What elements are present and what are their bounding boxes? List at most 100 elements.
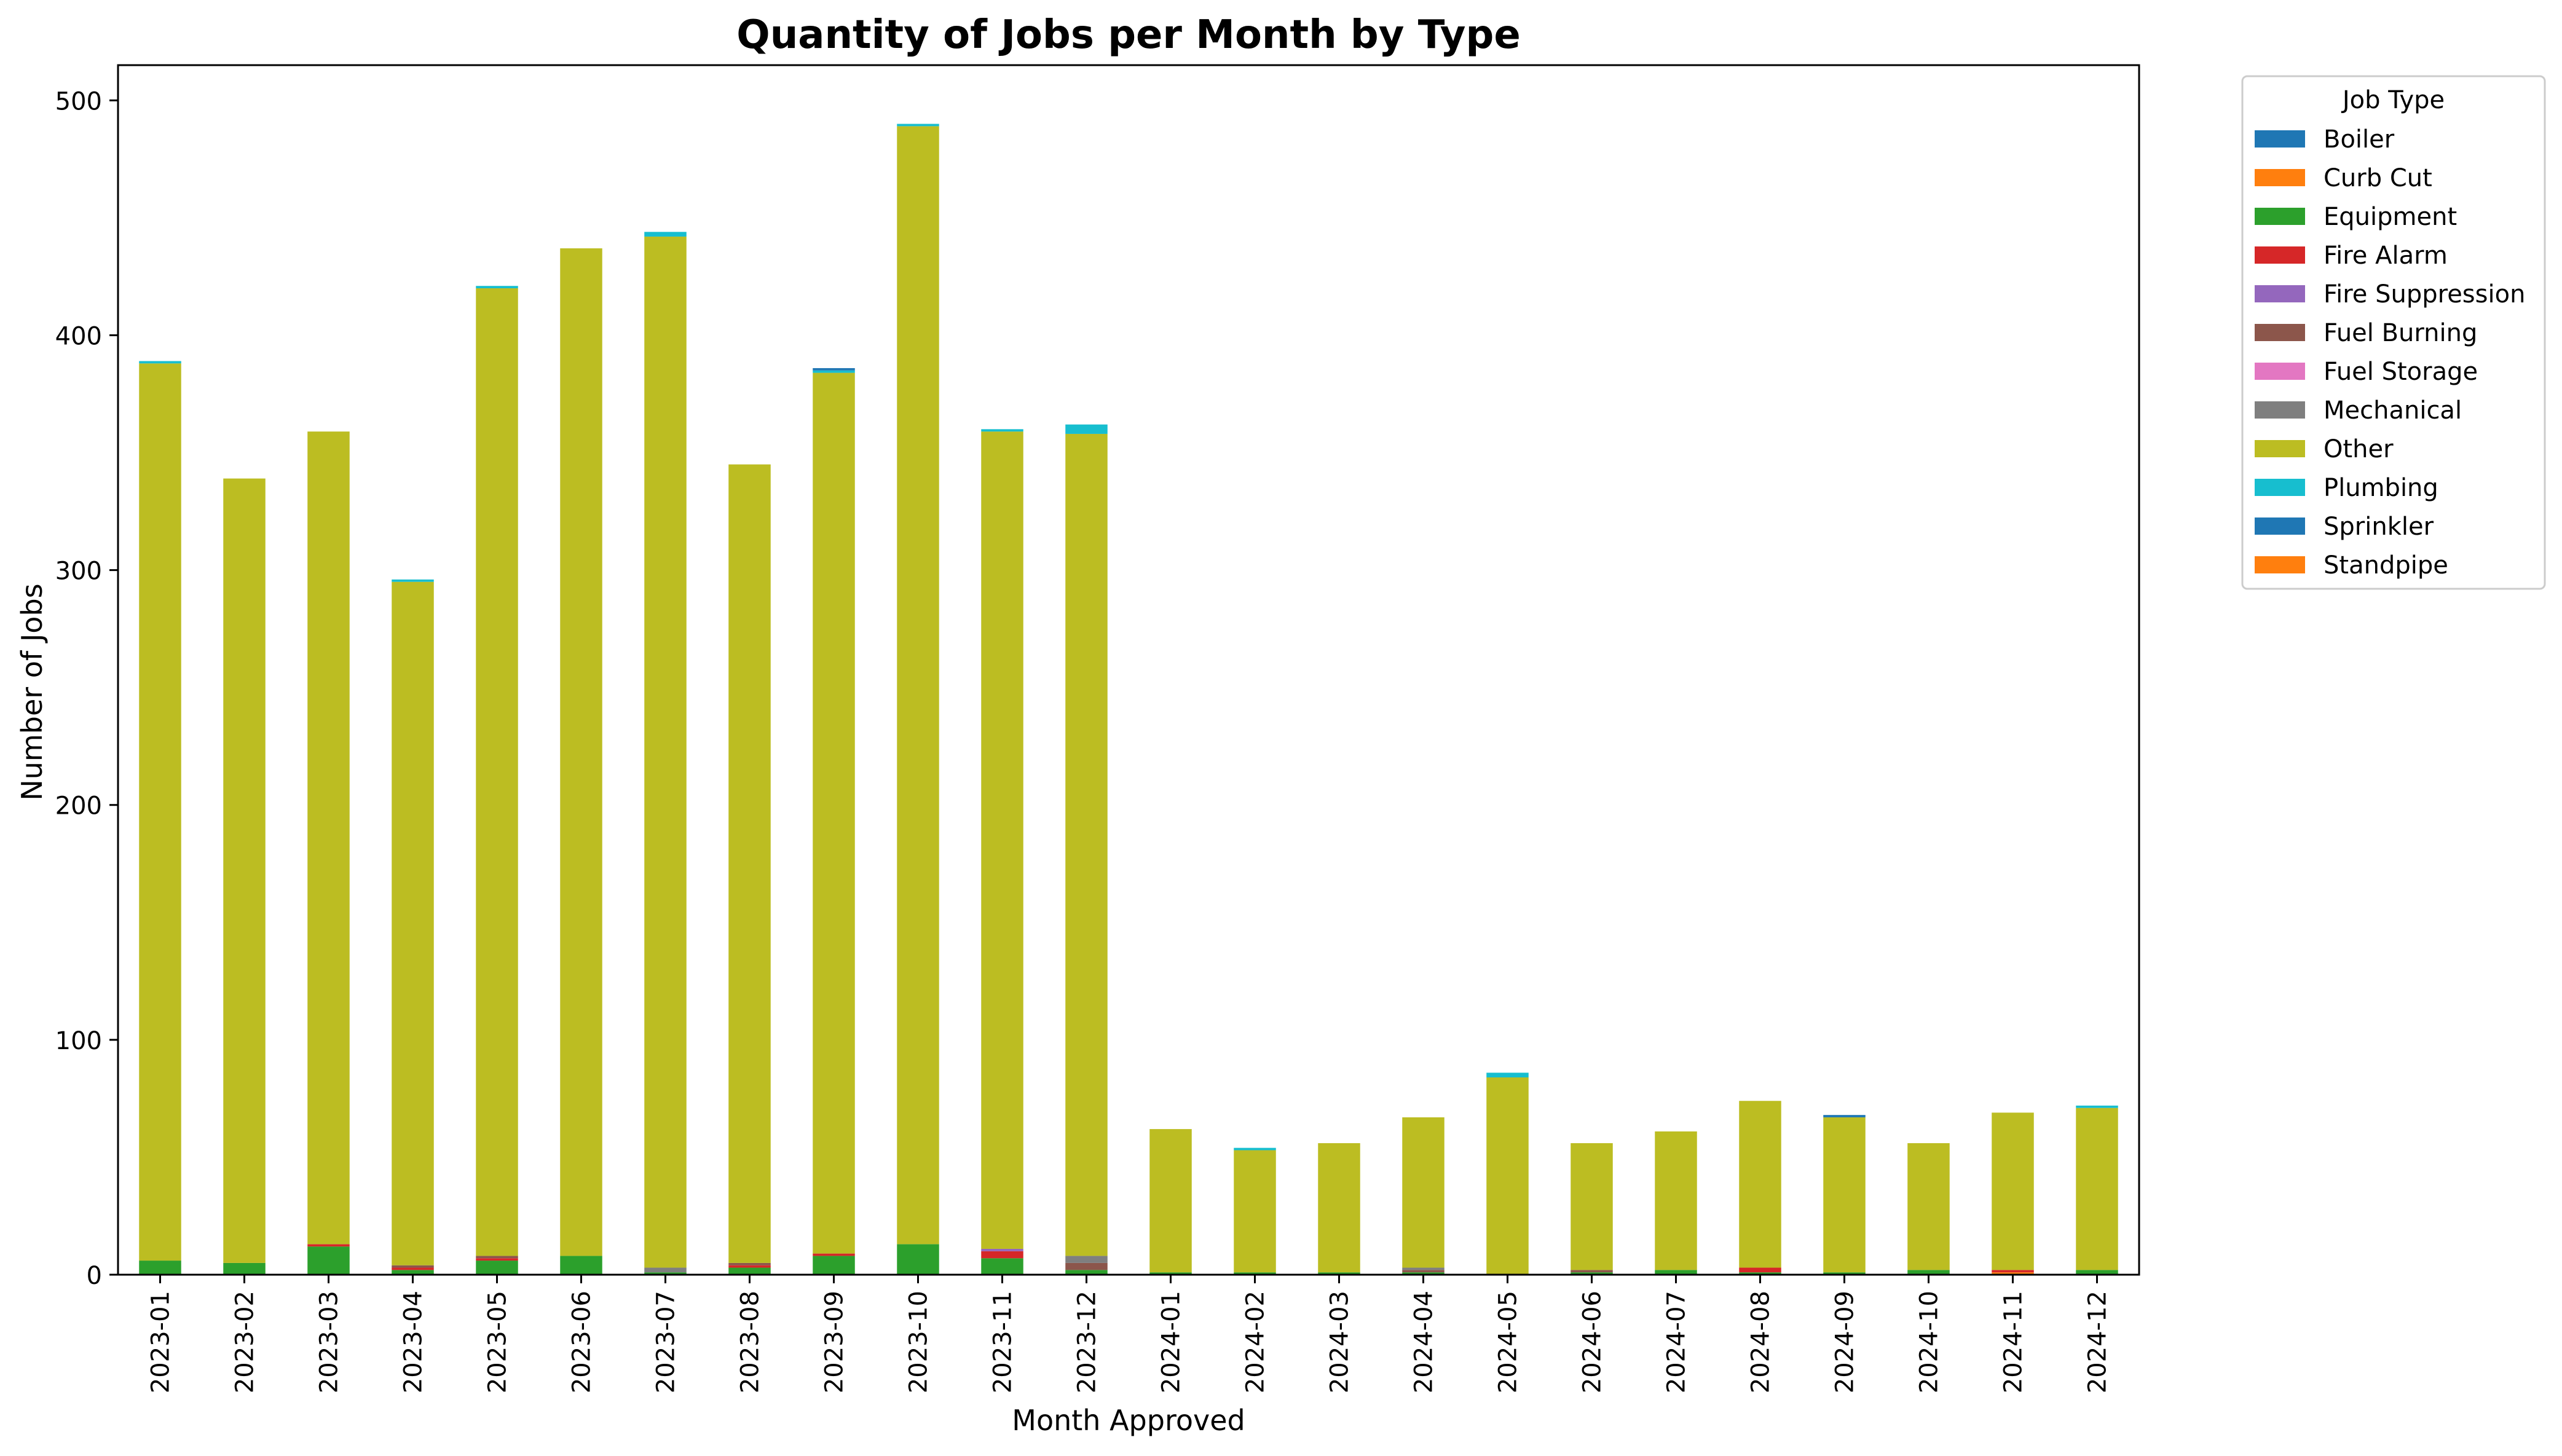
bar-segment-plumbing-2023-11 xyxy=(981,429,1023,432)
x-tick-label: 2024-02 xyxy=(1242,1291,1270,1393)
x-tick-label: 2024-04 xyxy=(1410,1291,1438,1393)
bar-segment-other-2024-09 xyxy=(1823,1117,1866,1273)
bar-segment-other-2024-03 xyxy=(1318,1143,1360,1273)
bar-segment-other-2023-02 xyxy=(223,478,266,1263)
legend-swatch-fuel-burning xyxy=(2255,324,2305,341)
bar-segment-plumbing-2023-05 xyxy=(476,286,518,289)
x-tick-label: 2024-11 xyxy=(2000,1291,2028,1393)
legend-swatch-sprinkler xyxy=(2255,517,2305,535)
x-tick-label: 2024-09 xyxy=(1831,1291,1859,1393)
bar-segment-fire-alarm-2023-08 xyxy=(728,1265,771,1268)
bar-segment-equipment-2023-02 xyxy=(223,1262,266,1275)
bar-segment-equipment-2023-05 xyxy=(476,1261,518,1275)
x-axis-label: Month Approved xyxy=(1012,1404,1245,1437)
bar-segment-equipment-2024-12 xyxy=(2076,1270,2118,1275)
bar-segment-equipment-2024-08 xyxy=(1739,1272,1781,1275)
bar-segment-curb-cut-2024-11 xyxy=(1992,1272,2034,1275)
bar-segment-plumbing-2024-05 xyxy=(1486,1072,1529,1078)
x-tick-label: 2023-06 xyxy=(568,1291,596,1393)
bar-segment-equipment-2023-03 xyxy=(307,1246,350,1275)
bar-segment-fuel-burning-2023-05 xyxy=(476,1256,518,1259)
bar-segment-other-2024-08 xyxy=(1739,1101,1781,1268)
bar-segment-other-2024-06 xyxy=(1571,1143,1613,1270)
bar-segment-plumbing-2023-04 xyxy=(392,579,434,582)
y-tick-label: 500 xyxy=(55,87,102,116)
bar-segment-other-2023-06 xyxy=(560,248,602,1256)
bar-segment-fire-alarm-2023-05 xyxy=(476,1258,518,1261)
bar-segment-other-2023-12 xyxy=(1065,433,1108,1256)
y-tick-label: 300 xyxy=(55,557,102,586)
legend-label: Fire Suppression xyxy=(2324,280,2525,309)
bar-segment-other-2024-01 xyxy=(1149,1129,1192,1273)
bar-segment-plumbing-2023-10 xyxy=(897,124,939,127)
bar-segment-other-2024-02 xyxy=(1234,1150,1276,1273)
x-tick-label: 2023-11 xyxy=(989,1291,1017,1393)
legend-label: Boiler xyxy=(2324,125,2395,154)
legend-box xyxy=(2241,75,2546,590)
x-tick-label: 2024-01 xyxy=(1157,1291,1186,1393)
bar-segment-equipment-2023-10 xyxy=(897,1244,939,1275)
bar-segment-fire-alarm-2023-04 xyxy=(392,1267,434,1270)
bar-segment-other-2023-09 xyxy=(813,372,855,1254)
chart-title: Quantity of Jobs per Month by Type xyxy=(736,12,1520,58)
legend-swatch-equipment xyxy=(2255,208,2305,225)
bar-segment-plumbing-2023-07 xyxy=(644,232,687,237)
legend-swatch-mechanical xyxy=(2255,401,2305,419)
x-tick-label: 2023-08 xyxy=(736,1291,765,1393)
legend-swatch-standpipe xyxy=(2255,556,2305,573)
bar-segment-equipment-2023-08 xyxy=(728,1267,771,1275)
bar-segment-equipment-2023-09 xyxy=(813,1256,855,1275)
bar-segment-other-2023-03 xyxy=(307,431,350,1245)
y-tick-label: 200 xyxy=(55,792,102,820)
y-tick-label: 0 xyxy=(87,1262,102,1290)
bar-segment-other-2023-07 xyxy=(644,236,687,1268)
x-tick-label: 2024-05 xyxy=(1494,1291,1523,1393)
bar-segment-fire-alarm-2023-09 xyxy=(813,1253,855,1256)
bar-segment-other-2024-11 xyxy=(1992,1112,2034,1270)
bar-segment-equipment-2024-09 xyxy=(1823,1272,1866,1275)
bar-segment-fuel-burning-2023-08 xyxy=(728,1262,771,1265)
y-axis-label: Number of Jobs xyxy=(15,583,49,800)
bar-segment-plumbing-2024-02 xyxy=(1234,1147,1276,1151)
bar-segment-other-2024-10 xyxy=(1907,1143,1950,1270)
y-axis: 0 100 200 300 400 500 xyxy=(55,87,118,1290)
bar-segment-other-2023-11 xyxy=(981,431,1023,1249)
x-tick-label: 2023-01 xyxy=(147,1291,175,1393)
x-tick-label: 2023-07 xyxy=(652,1291,680,1393)
bar-segment-other-2024-07 xyxy=(1655,1131,1697,1270)
bar-segment-other-2024-04 xyxy=(1402,1117,1445,1268)
bar-segment-fuel-burning-2024-04 xyxy=(1402,1270,1445,1273)
bar-segment-equipment-2024-06 xyxy=(1571,1272,1613,1275)
x-tick-label: 2024-07 xyxy=(1663,1291,1691,1393)
bar-segment-equipment-2024-03 xyxy=(1318,1272,1360,1275)
x-tick-label: 2023-10 xyxy=(905,1291,933,1393)
bar-segment-plumbing-2024-12 xyxy=(2076,1105,2118,1108)
legend-swatch-fuel-storage xyxy=(2255,363,2305,380)
x-tick-label: 2023-09 xyxy=(821,1291,849,1393)
legend-title: Job Type xyxy=(2341,86,2445,114)
x-tick-label: 2024-12 xyxy=(2084,1291,2112,1393)
legend-swatch-boiler xyxy=(2255,130,2305,148)
bar-segment-mechanical-2023-12 xyxy=(1065,1256,1108,1263)
bar-segment-fire-alarm-2024-11 xyxy=(1992,1270,2034,1273)
bar-segment-equipment-2024-10 xyxy=(1907,1270,1950,1275)
legend-swatch-other xyxy=(2255,440,2305,457)
bar-segment-other-2023-10 xyxy=(897,126,939,1245)
x-tick-label: 2023-02 xyxy=(231,1291,259,1393)
bar-segment-fuel-burning-2023-12 xyxy=(1065,1262,1108,1270)
legend-label: Mechanical xyxy=(2324,396,2462,425)
bar-segment-mechanical-2023-07 xyxy=(644,1267,687,1273)
bars-layer xyxy=(139,124,2118,1275)
plot-frame xyxy=(117,64,2140,1276)
x-tick-label: 2024-06 xyxy=(1579,1291,1607,1393)
legend-swatch-fire-suppression xyxy=(2255,285,2305,302)
bar-segment-mechanical-2024-04 xyxy=(1402,1267,1445,1270)
bar-segment-sprinkler-2023-09 xyxy=(813,368,855,371)
bar-segment-plumbing-2023-09 xyxy=(813,370,855,373)
legend-label: Other xyxy=(2324,435,2394,463)
legend-swatch-plumbing xyxy=(2255,479,2305,496)
bar-segment-other-2023-05 xyxy=(476,288,518,1256)
x-tick-label: 2024-10 xyxy=(1915,1291,1944,1393)
legend-label: Equipment xyxy=(2324,203,2457,231)
bar-segment-other-2024-12 xyxy=(2076,1108,2118,1270)
